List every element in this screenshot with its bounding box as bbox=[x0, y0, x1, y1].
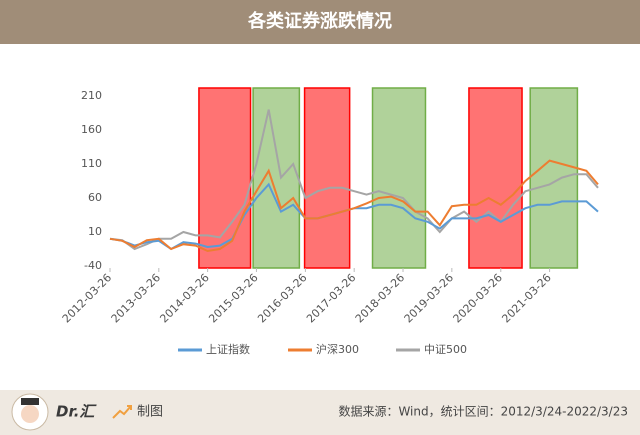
highlight-region bbox=[468, 87, 523, 269]
highlight-region bbox=[529, 87, 579, 269]
arrow-icon bbox=[112, 405, 132, 419]
avatar-hat bbox=[21, 398, 39, 405]
x-tick-label: 2013-03-26 bbox=[109, 271, 163, 325]
x-tick-label: 2020-03-26 bbox=[451, 271, 505, 325]
highlight-region bbox=[303, 87, 351, 269]
legend-label: 沪深300 bbox=[316, 342, 359, 356]
x-tick-label: 2016-03-26 bbox=[255, 271, 309, 325]
x-tick-label: 2017-03-26 bbox=[304, 271, 358, 325]
x-tick-label: 2019-03-26 bbox=[402, 271, 456, 325]
y-tick-label: 210 bbox=[81, 89, 102, 102]
y-tick-label: 10 bbox=[88, 225, 102, 238]
series-line bbox=[109, 182, 599, 251]
y-tick-label: 110 bbox=[81, 157, 102, 170]
legend-label: 上证指数 bbox=[206, 342, 250, 356]
brand: Dr.汇 bbox=[56, 403, 97, 421]
y-tick-label: 60 bbox=[88, 191, 102, 204]
x-tick-label: 2018-03-26 bbox=[353, 271, 407, 325]
x-tick-label: 2014-03-26 bbox=[157, 271, 211, 325]
y-tick-label: -40 bbox=[84, 259, 102, 272]
series-line bbox=[109, 109, 599, 251]
highlight-region bbox=[371, 87, 427, 269]
plot: -40 10 60 110 160 210 2012-03-262013-03-262014… bbox=[60, 87, 599, 356]
made-by: 制图 bbox=[137, 405, 163, 420]
highlight-region bbox=[252, 87, 301, 269]
x-tick-label: 2021-03-26 bbox=[499, 271, 553, 325]
header-bar bbox=[0, 0, 640, 44]
x-tick-label: 2012-03-26 bbox=[60, 271, 114, 325]
y-tick-label: 160 bbox=[81, 123, 102, 136]
legend-label: 中证500 bbox=[424, 343, 467, 356]
footer-bar bbox=[0, 390, 640, 435]
avatar-face bbox=[21, 405, 39, 423]
highlight-region bbox=[198, 87, 252, 269]
source: 数据来源：Wind，统计区间：2012/3/24-2022/3/23 bbox=[338, 404, 628, 419]
title: 各类证券涨跌情况 bbox=[247, 10, 392, 32]
x-tick-label: 2015-03-26 bbox=[206, 271, 260, 325]
series-line bbox=[109, 159, 599, 253]
